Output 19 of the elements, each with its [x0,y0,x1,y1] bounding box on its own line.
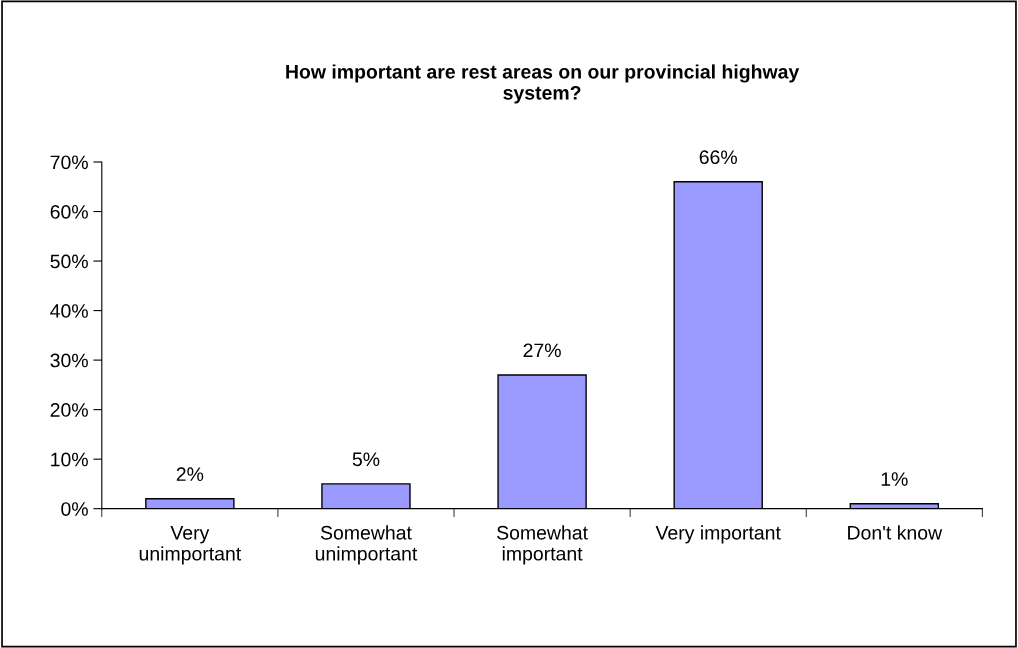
x-tick-label: Don't know [848,525,943,540]
x-tick-label: Somewhat unimportant [315,525,418,565]
data-label: 66% [699,150,737,165]
y-tick-label: 70% [50,155,88,170]
data-label: 27% [523,343,561,358]
chart-title: How important are rest areas on our provincial highway system? [286,64,800,104]
y-tick-label: 30% [50,353,88,368]
data-label: 1% [881,472,908,486]
x-tick-label: Very unimportant [139,526,242,565]
data-label: 5% [352,452,380,467]
y-tick-label: 60% [50,204,88,219]
y-tick-label: 0% [61,502,88,516]
y-tick-label: 20% [50,403,88,417]
y-tick-label: 10% [51,452,88,467]
x-tick-label: Very important [655,525,781,544]
y-tick-label: 50% [50,254,88,269]
x-tick-label: Somewhat important [497,525,588,565]
y-tick-label: 40% [50,304,88,318]
data-label: 2% [176,467,204,481]
